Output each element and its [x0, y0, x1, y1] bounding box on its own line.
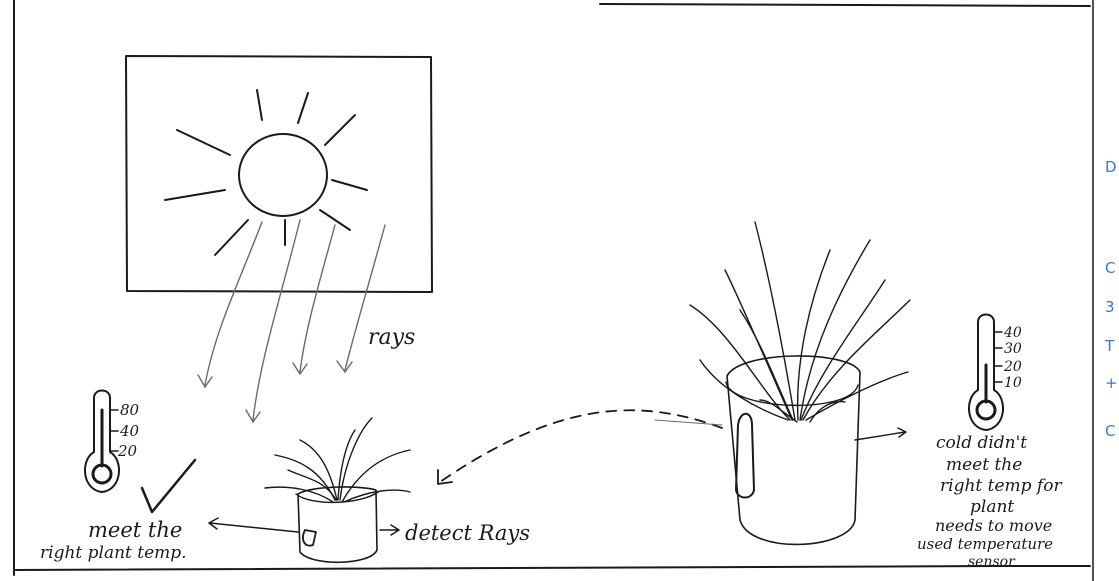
meet-label-line1: meet the: [88, 518, 182, 542]
edge-mark-2: C: [1105, 259, 1115, 277]
detect-rays-label: detect Rays: [405, 521, 530, 545]
ray-arrows: [197, 219, 386, 424]
small-plant-icon: [264, 417, 411, 564]
edge-mark-5: +: [1105, 374, 1118, 392]
right-thermo-tick-30: 30: [1004, 341, 1022, 357]
right-thermo-tick-40: 40: [1003, 325, 1022, 341]
arrow-to-detect: [379, 524, 400, 536]
rays-label: rays: [368, 325, 415, 350]
cold-note: cold didn't meet the right temp for plan…: [917, 433, 1062, 570]
edge-mark-1: D: [1105, 158, 1117, 176]
edge-mark-6: C: [1105, 422, 1115, 440]
dashed-arrow-head: [437, 469, 453, 485]
edge-mark-4: T: [1104, 337, 1115, 355]
note-line-5: needs to move: [935, 516, 1052, 535]
note-line-6: used temperature: [917, 535, 1053, 553]
edge-mark-3: 3: [1105, 298, 1115, 316]
meet-label-line2: right plant temp.: [40, 543, 187, 563]
left-thermo-tick-80: 80: [120, 401, 140, 419]
checkmark-icon: [140, 458, 197, 514]
sun-icon: [164, 89, 368, 256]
page-border: [13, 0, 1094, 581]
arrow-to-meet: [208, 517, 299, 533]
left-thermometer-icon: [83, 389, 121, 493]
note-line-3: right temp for: [940, 476, 1062, 496]
note-line-4: plant: [970, 497, 1014, 517]
note-line-7: sensor: [968, 554, 1016, 570]
right-thermometer-icon: [967, 313, 1005, 431]
note-line-1: cold didn't: [936, 433, 1027, 453]
right-thermo-tick-20: 20: [1003, 359, 1022, 375]
window-frame: [125, 55, 433, 293]
note-line-2: meet the: [946, 455, 1022, 475]
left-thermo-tick-20: 20: [117, 442, 138, 460]
right-thermo-tick-10: 10: [1004, 375, 1022, 391]
edge-marks: D C 3 T + C: [1104, 158, 1118, 440]
large-plant-icon: [654, 221, 911, 546]
dashed-arrow: [439, 409, 723, 483]
left-thermo-tick-40: 40: [119, 422, 140, 440]
